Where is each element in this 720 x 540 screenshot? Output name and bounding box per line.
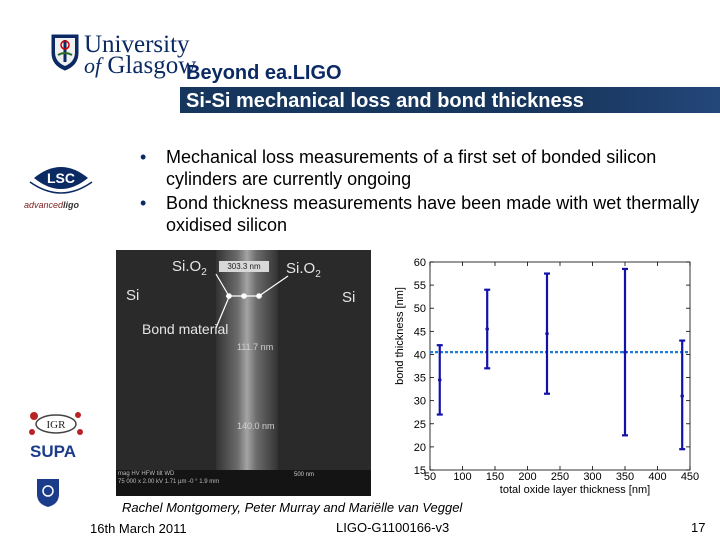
sem-scale-bar-label: 500 nm — [294, 472, 315, 478]
si-left-label: Si — [126, 287, 140, 304]
subtitle-bar — [180, 87, 720, 113]
x-tick-label: 400 — [648, 471, 666, 483]
data-point — [437, 378, 442, 382]
y-tick-label: 50 — [414, 303, 426, 315]
university-line2: Glasgow — [107, 52, 197, 79]
slide-subtitle: Si-Si mechanical loss and bond thickness — [186, 90, 584, 112]
bullet-list: • Mechanical loss measurements of a first… — [140, 146, 700, 238]
data-point — [545, 331, 549, 336]
igr-logo-text: IGR — [47, 419, 67, 431]
bullet-item: • Mechanical loss measurements of a first… — [140, 146, 700, 190]
data-point — [623, 350, 627, 354]
sem-micrograph: 303.3 nm 111.7 nm 140.0 nm Si.O2 Si.O2 S… — [116, 250, 371, 496]
y-tick-label: 45 — [414, 326, 426, 338]
bullet-item: • Bond thickness measurements have been m… — [140, 192, 700, 236]
sio2-right-label: Si.O2 — [286, 260, 321, 280]
footer-page-number: 17 — [691, 520, 706, 535]
bullet-dot-icon: • — [140, 147, 147, 167]
advanced-ligo-suffix: ligo — [63, 200, 80, 210]
igr-logo: IGR — [29, 412, 83, 435]
x-tick-label: 250 — [551, 471, 569, 483]
plot-frame — [429, 261, 691, 471]
x-tick-label: 150 — [486, 471, 504, 483]
x-tick-label: 200 — [518, 471, 536, 483]
sio2-left-label: Si.O2 — [172, 258, 207, 278]
chart-axes: 15 20 25 30 35 40 45 50 55 60 50 100 150 200 250 300 350… — [414, 257, 699, 483]
x-tick-label: 350 — [616, 471, 634, 483]
bond-material-label: Bond material — [142, 321, 229, 337]
bullet-dot-icon: • — [140, 193, 147, 213]
x-tick-label: 450 — [681, 471, 699, 483]
y-tick-label: 30 — [414, 396, 426, 408]
y-tick-label: 40 — [414, 349, 426, 361]
sem-info-line2: 75 000 x 2.00 kV 1.71 µm -0 ° 1.9 mm — [118, 479, 220, 485]
lsc-logo: LSC — [29, 167, 93, 194]
data-point — [680, 394, 684, 398]
x-tick-label: 100 — [453, 471, 471, 483]
slide-title: Beyond ea.LIGO — [186, 62, 342, 84]
institution-shield-logo — [37, 479, 59, 507]
bullet-text: Bond thickness measurements have been ma… — [166, 193, 700, 235]
sem-annotation-lines — [215, 273, 289, 329]
university-line1: University — [84, 31, 190, 58]
y-tick-label: 35 — [414, 373, 426, 385]
chart-marks — [430, 267, 690, 451]
sem-scale-top: 303.3 nm — [219, 261, 269, 272]
sem-scale-bottom: 140.0 nm — [237, 421, 275, 431]
y-axis-label: bond thickness [nm] — [394, 287, 406, 385]
sem-info-line1: mag HV HFW tilt WD — [118, 471, 175, 477]
x-axis-label: total oxide layer thickness [nm] — [500, 484, 650, 496]
advanced-ligo-prefix: advanced — [24, 200, 64, 210]
footer-doc-id: LIGO-G1100166-v3 — [336, 520, 450, 535]
y-tick-label: 55 — [414, 280, 426, 292]
x-tick-label: 50 — [424, 471, 436, 483]
y-tick-label: 60 — [414, 257, 426, 269]
lsc-logo-text: LSC — [47, 170, 75, 186]
y-tick-label: 25 — [414, 419, 426, 431]
bullet-text: Mechanical loss measurements of a first … — [166, 147, 657, 189]
university-of: of — [84, 53, 102, 78]
supa-logo: SUPA — [30, 442, 76, 461]
footer-authors: Rachel Montgomery, Peter Murray and Mari… — [122, 500, 463, 515]
si-right-label: Si — [342, 289, 356, 306]
sem-info-bar: mag HV HFW tilt WD 75 000 x 2.00 kV 1.71… — [116, 470, 371, 496]
university-wordmark: University of Glasgow — [84, 31, 197, 79]
y-tick-label: 20 — [414, 442, 426, 454]
data-point — [485, 327, 489, 331]
y-tick-label: 15 — [414, 465, 426, 477]
footer-date: 16th March 2011 — [90, 521, 187, 536]
x-tick-label: 300 — [583, 471, 601, 483]
sem-scale-mid: 111.7 nm — [237, 342, 274, 352]
university-crest-logo — [51, 34, 79, 71]
advanced-ligo-logo: advancedligo — [24, 200, 79, 210]
bond-thickness-chart: 15 20 25 30 35 40 45 50 55 60 50 100 150 200 250 300 350… — [394, 257, 699, 496]
